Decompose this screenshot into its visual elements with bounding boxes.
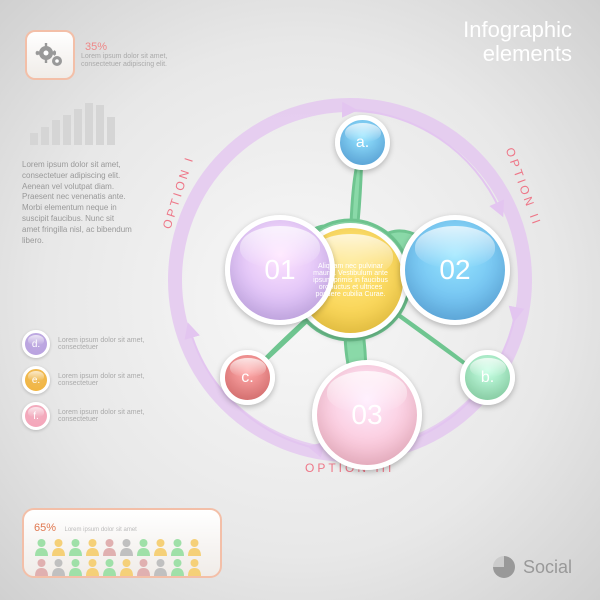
person-icon	[51, 538, 66, 556]
pie-icon	[493, 556, 515, 578]
bubble-03: 03	[312, 360, 422, 470]
bubble-label: 01	[264, 254, 295, 286]
bar	[30, 133, 38, 145]
bubble-b: b.	[460, 350, 515, 405]
person-icon	[170, 558, 185, 576]
bubble-label: a.	[356, 134, 369, 152]
person-icon	[85, 538, 100, 556]
legend-row: d. Lorem ipsum dolor sit amet, consectetu…	[22, 330, 148, 358]
gear-percent: 35%	[85, 41, 181, 53]
person-icon	[51, 558, 66, 576]
bar	[41, 127, 49, 145]
person-icon	[34, 538, 49, 556]
legend-bubble: e.	[22, 366, 50, 394]
people-text: Lorem ipsum dolor sit amet	[64, 527, 136, 533]
legend-bubble: f.	[22, 402, 50, 430]
bubble-c: c.	[220, 350, 275, 405]
bar	[107, 117, 115, 145]
social-text: Social	[523, 557, 572, 578]
person-icon	[170, 538, 185, 556]
legend-bubble: d.	[22, 330, 50, 358]
bar	[96, 105, 104, 145]
bubble-a: a.	[335, 115, 390, 170]
bubble-label: c.	[241, 369, 253, 387]
person-icon	[102, 558, 117, 576]
person-icon	[153, 538, 168, 556]
title-line1: Infographic	[463, 18, 572, 42]
people-row-2	[34, 558, 210, 576]
legend: d. Lorem ipsum dolor sit amet, consectetu…	[22, 330, 148, 438]
person-icon	[187, 558, 202, 576]
center-text: Aliquam nec pulvinar mauris. Vestibulum …	[312, 263, 389, 298]
person-icon	[68, 558, 83, 576]
gear-card: 35% Lorem ipsum dolor sit amet, consecte…	[25, 25, 195, 85]
legend-row: e. Lorem ipsum dolor sit amet, consectetu…	[22, 366, 148, 394]
bar	[85, 103, 93, 145]
bar	[63, 115, 71, 145]
bubble-label: 02	[439, 254, 470, 286]
person-icon	[85, 558, 100, 576]
main-diagram: OPTION I OPTION II OPTION III Aliquam ne…	[150, 80, 550, 480]
bar	[74, 109, 82, 145]
legend-text: Lorem ipsum dolor sit amet, consectetuer	[58, 337, 148, 351]
page-title: Infographic elements	[463, 18, 572, 66]
legend-row: f. Lorem ipsum dolor sit amet, consectetu…	[22, 402, 148, 430]
person-icon	[68, 538, 83, 556]
person-icon	[102, 538, 117, 556]
legend-text: Lorem ipsum dolor sit amet, consectetuer	[58, 409, 148, 423]
person-icon	[153, 558, 168, 576]
bubble-label: 03	[351, 399, 382, 431]
person-icon	[187, 538, 202, 556]
gear-text: Lorem ipsum dolor sit amet, consectetuer…	[81, 53, 181, 70]
people-card: 65% Lorem ipsum dolor sit amet	[22, 508, 222, 578]
body-paragraph: Lorem ipsum dolor sit amet, consectetuer…	[22, 160, 132, 246]
people-row-1	[34, 538, 210, 556]
bar-chart	[30, 100, 115, 145]
bar	[52, 120, 60, 145]
title-line2: elements	[463, 42, 572, 66]
gear-icon	[25, 30, 75, 80]
person-icon	[34, 558, 49, 576]
social-label: Social	[493, 556, 572, 578]
person-icon	[136, 558, 151, 576]
bubble-02: 02	[400, 215, 510, 325]
legend-text: Lorem ipsum dolor sit amet, consectetuer	[58, 373, 148, 387]
person-icon	[119, 538, 134, 556]
people-percent: 65%	[34, 522, 56, 534]
bubble-label: b.	[481, 369, 494, 387]
person-icon	[136, 538, 151, 556]
person-icon	[119, 558, 134, 576]
